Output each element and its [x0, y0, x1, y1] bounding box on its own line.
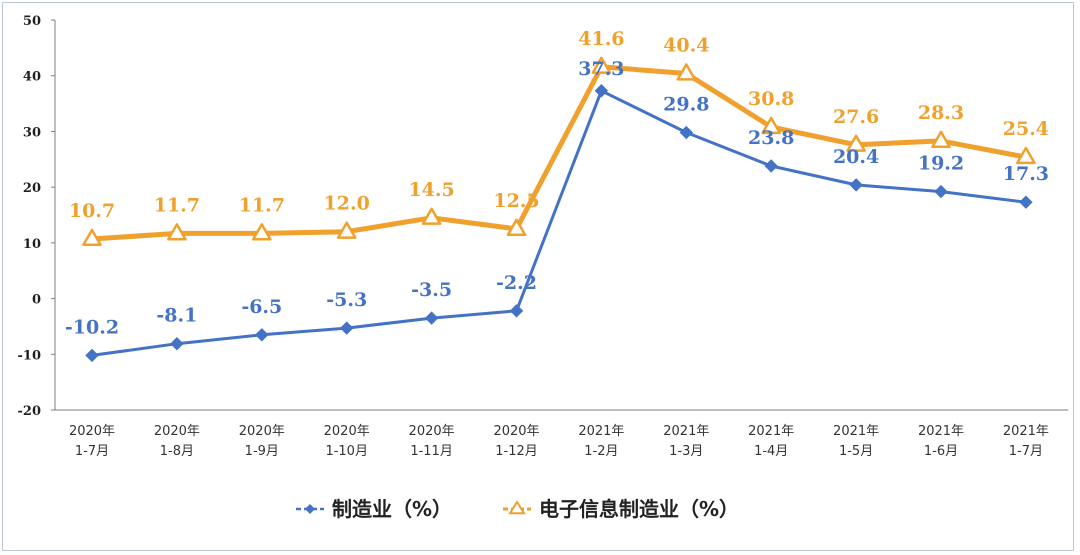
manufacturing-point [1019, 195, 1033, 209]
manufacturing-data-label: -2.2 [496, 272, 537, 294]
manufacturing-data-label: 17.3 [1003, 163, 1049, 185]
legend-diamond-icon [305, 504, 315, 514]
electronics-point [336, 221, 357, 239]
x-category-label: 2020年 [69, 424, 115, 439]
legend-label: 制造业（%） [332, 497, 452, 521]
electronics-data-label: 30.8 [748, 88, 794, 110]
y-tick-label: 50 [23, 14, 41, 29]
x-category-label: 1-10月 [325, 444, 368, 459]
electronics-data-label: 14.5 [408, 179, 454, 201]
electronics-point [676, 63, 697, 81]
manufacturing-data-label: 20.4 [833, 146, 879, 168]
legend-label: 电子信息制造业（%） [539, 497, 739, 521]
y-tick-label: 0 [32, 293, 41, 308]
manufacturing-point [934, 184, 948, 199]
manufacturing-point [594, 84, 609, 98]
manufacturing-point [509, 304, 524, 318]
electronics-data-label: 25.4 [1003, 118, 1049, 140]
manufacturing-point [424, 311, 439, 325]
electronics-data-label: 12.5 [493, 190, 539, 212]
manufacturing-data-label: -6.5 [241, 296, 282, 318]
x-category-label: 1-3月 [669, 444, 703, 459]
x-category-label: 2020年 [324, 424, 370, 439]
electronics-point [931, 130, 951, 148]
electronics-point [82, 228, 102, 247]
x-category-label: 2021年 [918, 424, 964, 439]
electronics-point [167, 223, 187, 241]
x-category-label: 2021年 [663, 424, 709, 439]
y-tick-label: 10 [23, 237, 41, 252]
electronics-data-label: 10.7 [69, 200, 115, 222]
manufacturing-data-label: 37.3 [578, 58, 624, 80]
x-category-label: 1-7月 [1009, 444, 1043, 459]
x-category-label: 2020年 [493, 424, 539, 439]
data-labels-layer: -10.2 -8.1 -6.5 -5.3 -3.5 -2.2 37.3 29.8 23.8 20.… [65, 28, 1049, 339]
electronics-point [591, 56, 612, 74]
x-category-label: 1-7月 [75, 444, 109, 459]
x-category-label: 1-4月 [754, 444, 788, 459]
y-tick-label: -10 [18, 348, 42, 363]
series-layer [82, 56, 1036, 363]
electronics-point [1016, 146, 1036, 165]
manufacturing-point [339, 321, 354, 335]
manufacturing-data-label: 23.8 [748, 127, 794, 149]
x-category-label: 1-9月 [245, 444, 279, 459]
legend-item-manufacturing: 制造业（%） [296, 497, 452, 521]
manufacturing-point [679, 125, 694, 140]
x-category-label: 2020年 [154, 424, 200, 439]
x-category-label: 2021年 [748, 424, 794, 439]
x-category-label: 2021年 [578, 424, 624, 439]
electronics-point [506, 218, 527, 237]
electronics-data-label: 11.7 [239, 194, 285, 216]
x-category-label: 1-2月 [584, 444, 618, 459]
electronics-point [252, 223, 272, 241]
electronics-line [91, 64, 1027, 242]
x-category-label: 1-11月 [410, 444, 453, 459]
manufacturing-data-label: -10.2 [65, 316, 119, 338]
electronics-data-label: 28.3 [918, 102, 964, 124]
electronics-data-label: 12.0 [324, 193, 370, 215]
manufacturing-point [764, 159, 778, 173]
y-axis: -20 -10 0 10 20 30 40 50 [18, 14, 56, 419]
manufacturing-point [170, 336, 184, 351]
x-category-label: 1-12月 [495, 444, 538, 459]
y-tick-label: 30 [23, 125, 41, 140]
manufacturing-line [91, 89, 1027, 357]
manufacturing-data-label: -3.5 [411, 279, 452, 301]
manufacturing-point [849, 178, 863, 192]
y-tick-label: -20 [18, 404, 42, 419]
y-tick-label: 40 [23, 70, 41, 85]
y-tick-label: 20 [23, 181, 41, 196]
x-category-label: 1-6月 [924, 444, 958, 459]
manufacturing-point [255, 328, 269, 342]
x-category-label: 2021年 [833, 424, 879, 439]
legend-triangle-icon [508, 500, 526, 515]
manufacturing-data-label: -5.3 [326, 289, 367, 311]
electronics-data-label: 11.7 [154, 194, 200, 216]
legend: 制造业（%） 电子信息制造业（%） [296, 497, 739, 521]
electronics-data-label: 41.6 [578, 28, 624, 50]
x-category-label: 2021年 [1003, 424, 1049, 439]
electronics-data-label: 27.6 [833, 106, 879, 128]
x-category-label: 2020年 [409, 424, 455, 439]
manufacturing-data-label: 29.8 [663, 94, 709, 116]
manufacturing-point [85, 348, 99, 363]
x-axis: 2020年 1-7月 2020年 1-8月 2020年 1-9月 2020年 1-10月 202… [55, 409, 1069, 459]
manufacturing-data-label: 19.2 [918, 153, 964, 175]
electronics-data-label: 40.4 [663, 34, 709, 56]
manufacturing-data-label: -8.1 [156, 305, 197, 327]
electronics-point [421, 207, 442, 225]
x-category-label: 1-5月 [839, 444, 873, 459]
legend-item-electronics: 电子信息制造业（%） [503, 497, 739, 521]
x-category-label: 2020年 [239, 424, 285, 439]
electronics-point [761, 116, 781, 135]
electronics-point [846, 134, 866, 152]
x-category-label: 1-8月 [160, 444, 194, 459]
